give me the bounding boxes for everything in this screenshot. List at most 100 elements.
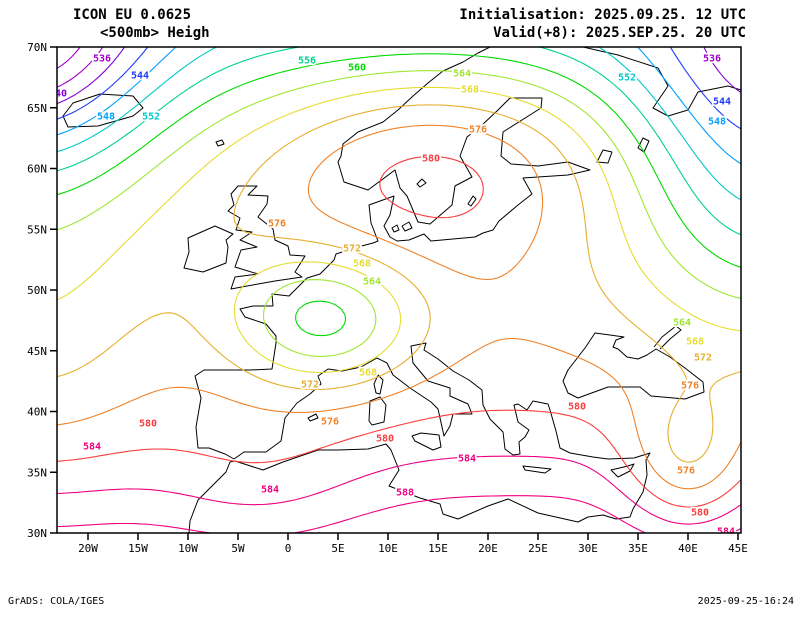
coastline-path <box>307 413 319 422</box>
contour-label-584: 584 <box>261 485 279 496</box>
contour-label-536: 536 <box>93 54 111 65</box>
contour-line-580 <box>57 155 741 508</box>
lon-tick-label: 20W <box>78 542 98 555</box>
contour-label-568: 568 <box>686 337 704 348</box>
contour-label-576: 576 <box>321 417 339 428</box>
lon-tick-label: 5W <box>231 542 245 555</box>
contour-label-548: 548 <box>708 117 726 128</box>
lat-tick-label: 30N <box>27 527 47 540</box>
lon-tick-label: 30E <box>578 542 598 555</box>
contour-label-588: 588 <box>396 488 414 499</box>
contour-label-584: 584 <box>458 454 476 465</box>
coastline-path <box>596 149 613 164</box>
contour-labels: 536 544 540 548 552 556 560 564 568 576 580 536 552 5… <box>49 52 737 538</box>
lon-tick-label: 15W <box>128 542 148 555</box>
contour-label-560: 560 <box>348 63 366 74</box>
contour-label-564: 564 <box>363 277 381 288</box>
contour-label-584: 584 <box>717 527 735 538</box>
lat-tick-label: 35N <box>27 466 47 479</box>
contour-label-572: 572 <box>694 353 712 364</box>
coastline-path <box>391 224 400 233</box>
coastline-path <box>188 342 651 533</box>
lon-tick-label: 20E <box>478 542 498 555</box>
contour-label-564: 564 <box>673 318 691 329</box>
contour-label-568: 568 <box>461 85 479 96</box>
contour-line-564 <box>57 70 741 357</box>
coastline-path <box>194 47 591 460</box>
coastline-path <box>62 93 144 128</box>
contour-line-584 <box>57 455 741 525</box>
lon-tick-label: 0 <box>285 542 292 555</box>
lon-tick-label: 40E <box>678 542 698 555</box>
axis-ticks-and-labels: 30N 35N 40N 45N 50N 55N 60N 65N 70N 20W 15W 10W 5W 0 5… <box>27 41 748 555</box>
contour-label-568: 568 <box>359 368 377 379</box>
contour-label-576: 576 <box>677 466 695 477</box>
contour-label-536: 536 <box>703 54 721 65</box>
contour-label-580: 580 <box>376 434 394 445</box>
coastline-path <box>373 374 384 395</box>
contour-lines <box>57 47 741 533</box>
contour-label-576: 576 <box>268 219 286 230</box>
map-frame <box>56 46 742 534</box>
coastline-path <box>416 178 427 188</box>
lon-tick-label: 35E <box>628 542 648 555</box>
coastline-path <box>610 463 635 478</box>
lat-tick-label: 65N <box>27 102 47 115</box>
contour-label-580: 580 <box>139 419 157 430</box>
render-timestamp: 2025-09-25-16:24 <box>698 596 794 607</box>
contour-label-552: 552 <box>618 73 636 84</box>
lat-tick-label: 40N <box>27 406 47 419</box>
contour-line-576 <box>57 124 741 490</box>
lat-tick-label: 70N <box>27 41 47 54</box>
contour-label-548: 548 <box>97 112 115 123</box>
lon-tick-label: 10W <box>178 542 198 555</box>
lat-tick-label: 50N <box>27 284 47 297</box>
contour-line-588 <box>57 495 741 533</box>
contour-label-556: 556 <box>298 56 316 67</box>
contour-line-552 <box>57 47 741 201</box>
lat-tick-label: 55N <box>27 223 47 236</box>
coastline-path <box>582 47 741 117</box>
contour-line-544 <box>57 47 741 130</box>
contour-label-576: 576 <box>469 125 487 136</box>
contour-label-580: 580 <box>691 508 709 519</box>
contour-label-572: 572 <box>343 244 361 255</box>
lat-tick-label: 45N <box>27 345 47 358</box>
contour-label-544: 544 <box>131 71 149 82</box>
contour-line-560 <box>57 53 741 337</box>
contour-label-576: 576 <box>681 381 699 392</box>
lon-tick-label: 5E <box>331 542 344 555</box>
coastline-path <box>401 221 413 232</box>
lon-tick-label: 15E <box>428 542 448 555</box>
contour-line-556 <box>57 47 741 236</box>
contour-label-564: 564 <box>453 69 471 80</box>
model-title: ICON EU 0.0625 <box>73 7 191 23</box>
contour-line-568 <box>57 86 741 374</box>
lon-tick-label: 25E <box>528 542 548 555</box>
coastline-path <box>183 225 234 273</box>
coastline-path <box>653 325 682 350</box>
init-time: Initialisation: 2025.09.25. 12 UTC <box>459 7 746 23</box>
lon-tick-label: 10E <box>378 542 398 555</box>
valid-time: Valid(+8): 2025.SEP.25. 20 UTC <box>493 25 746 41</box>
contour-label-580: 580 <box>568 402 586 413</box>
contour-line-532 <box>57 47 81 69</box>
coastline-path <box>411 432 442 451</box>
contour-line-572 <box>57 104 741 463</box>
coastline-path <box>637 137 650 153</box>
coastline-path <box>368 396 387 426</box>
contour-label-540: 540 <box>49 89 67 100</box>
coastlines <box>62 47 741 533</box>
contour-label-580: 580 <box>422 154 440 165</box>
contour-line-536 <box>57 47 104 88</box>
grads-credit: GrADS: COLA/IGES <box>8 596 104 607</box>
lon-tick-label: 45E <box>728 542 748 555</box>
contour-label-552: 552 <box>142 112 160 123</box>
contour-line-540 <box>57 47 741 105</box>
contour-label-584: 584 <box>83 442 101 453</box>
contour-label-572: 572 <box>301 380 319 391</box>
coastline-path <box>227 185 306 290</box>
